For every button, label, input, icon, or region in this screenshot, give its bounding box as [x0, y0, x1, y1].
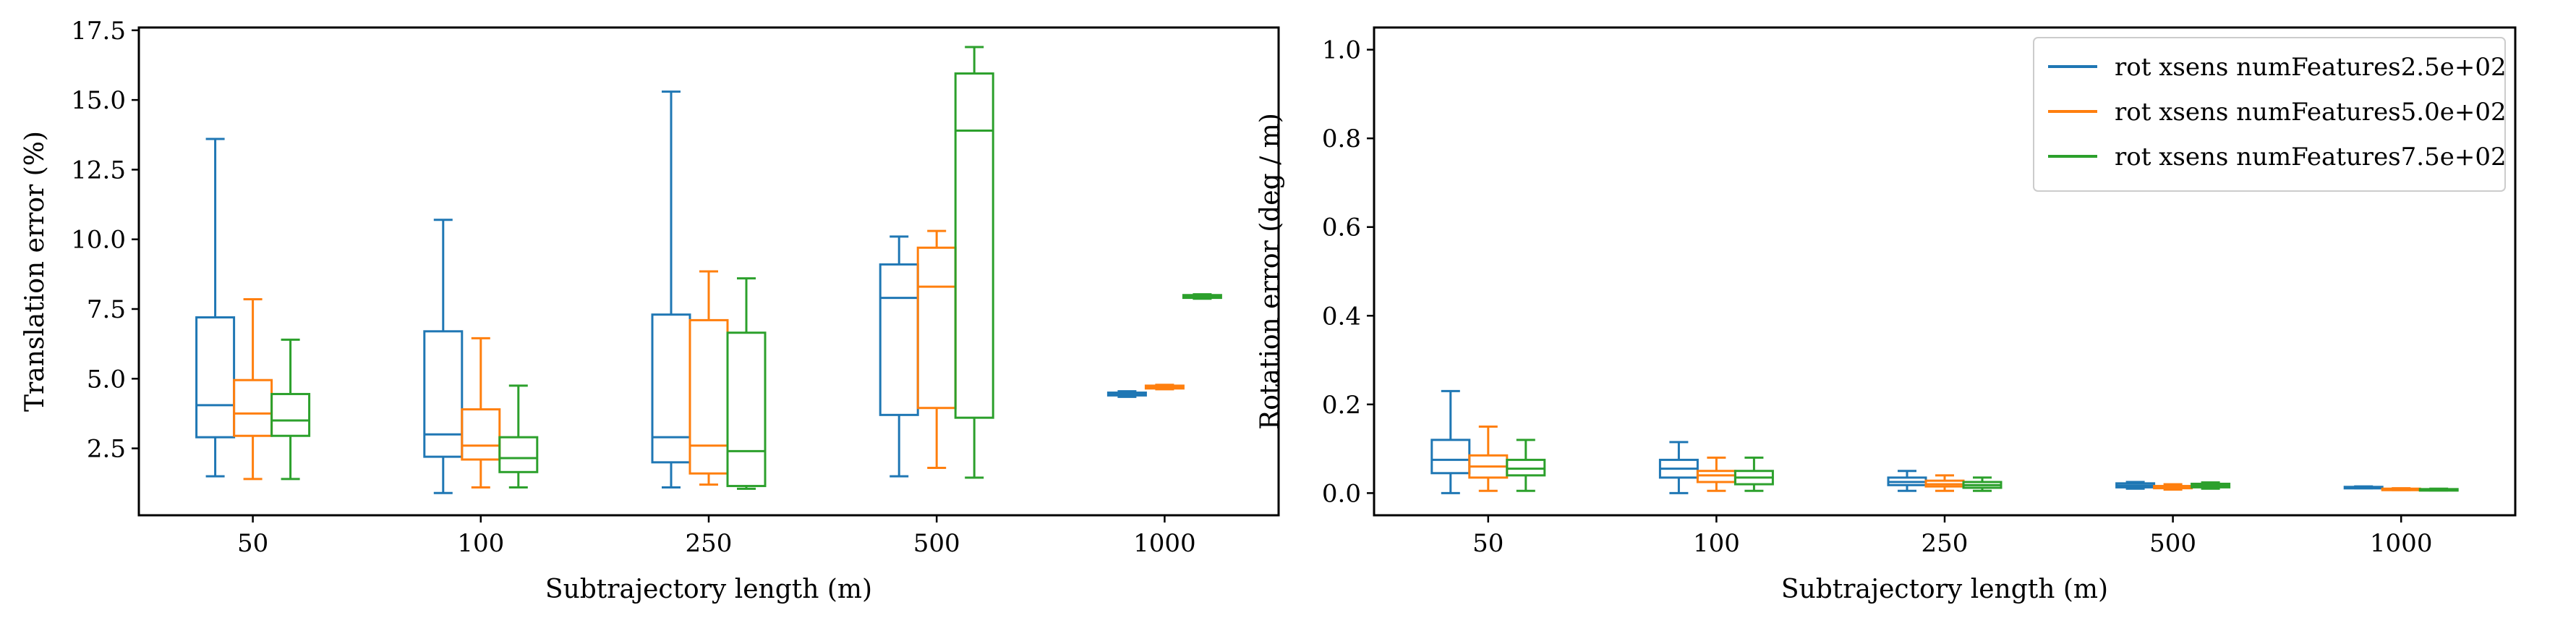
- x-tick-label: 250: [686, 529, 733, 558]
- y-tick-label: 7.5: [87, 295, 126, 324]
- y-tick-label: 0.4: [1322, 302, 1361, 331]
- y-tick-label: 0.2: [1322, 391, 1361, 420]
- y-tick-label: 2.5: [87, 435, 126, 464]
- rotation-box-marks: [1430, 389, 2459, 494]
- iqr-box: [954, 72, 994, 419]
- x-tick-label: 500: [2149, 529, 2196, 558]
- iqr-box: [1506, 458, 1546, 477]
- box-1000-series-0: [1106, 390, 1147, 398]
- legend-entry: rot xsens numFeatures2.5e+02: [2048, 53, 2507, 82]
- box-50-series-0: [1430, 389, 1471, 494]
- x-tick-label: 100: [1693, 529, 1740, 558]
- y-tick-label: 0.0: [1322, 479, 1361, 508]
- iqr-box: [461, 408, 501, 461]
- box-500-series-1: [2153, 483, 2193, 491]
- y-tick-label: 17.5: [71, 17, 126, 46]
- translation-box-marks: [195, 46, 1222, 494]
- box-250-series-2: [1962, 476, 2003, 492]
- box-50-series-2: [270, 338, 311, 481]
- legend-entry: rot xsens numFeatures7.5e+02: [2048, 143, 2507, 172]
- box-50-series-1: [1468, 425, 1509, 492]
- translation-y-ticks: 2.5 5.0 7.5 10.0 12.5 15.0 17.5: [71, 17, 139, 464]
- box-100-series-0: [423, 219, 464, 494]
- x-tick-label: 1000: [2370, 529, 2433, 558]
- legend-frame: [2033, 37, 2506, 192]
- legend-label: rot xsens numFeatures2.5e+02: [2115, 53, 2507, 82]
- legend-label: rot xsens numFeatures5.0e+02: [2115, 98, 2507, 127]
- box-100-series-2: [1733, 456, 1774, 492]
- box-100-series-1: [461, 337, 501, 488]
- x-tick-label: 100: [457, 529, 504, 558]
- iqr-box: [270, 392, 311, 437]
- iqr-box: [195, 316, 236, 439]
- y-tick-label: 0.6: [1322, 213, 1361, 242]
- rotation-y-ticks: 0.0 0.2 0.4 0.6 0.8 1.0: [1322, 36, 1374, 508]
- box-1000-series-0: [2343, 485, 2384, 490]
- legend-label: rot xsens numFeatures7.5e+02: [2115, 143, 2507, 172]
- translation-x-axis-label: Subtrajectory length (m): [545, 575, 872, 604]
- translation-error-chart: 2.5 5.0 7.5 10.0 12.5 15.0 17.5 50 100 250 500 100…: [20, 17, 1280, 604]
- y-tick-label: 12.5: [71, 156, 126, 185]
- rotation-x-axis-label: Subtrajectory length (m): [1781, 575, 2108, 604]
- rotation-x-ticks: 50 100 250 500 1000: [1472, 515, 2432, 558]
- box-500-series-2: [2191, 481, 2231, 490]
- y-tick-label: 0.8: [1322, 124, 1361, 153]
- box-1000-series-2: [2418, 487, 2459, 492]
- box-100-series-2: [498, 384, 539, 488]
- x-tick-label: 250: [1922, 529, 1969, 558]
- x-tick-label: 1000: [1133, 529, 1196, 558]
- box-500-series-0: [2115, 481, 2156, 490]
- legend: rot xsens numFeatures2.5e+02 rot xsens nu…: [2033, 37, 2507, 192]
- box-100-series-0: [1658, 441, 1699, 494]
- x-tick-label: 50: [237, 529, 268, 558]
- rotation-y-axis-label: Rotation error (deg / m): [1255, 113, 1285, 430]
- box-1000-series-1: [2381, 487, 2421, 491]
- y-tick-label: 1.0: [1322, 36, 1361, 65]
- iqr-box: [726, 331, 767, 488]
- x-tick-label: 50: [1472, 529, 1504, 558]
- x-tick-label: 500: [913, 529, 960, 558]
- box-250-series-2: [726, 277, 767, 490]
- y-tick-label: 10.0: [71, 226, 126, 255]
- y-tick-label: 15.0: [71, 86, 126, 115]
- box-50-series-0: [195, 138, 236, 478]
- translation-x-ticks: 50 100 250 500 1000: [237, 515, 1196, 558]
- box-50-series-2: [1506, 439, 1546, 492]
- box-500-series-2: [954, 46, 994, 479]
- translation-y-axis-label: Translation error (%): [20, 131, 50, 412]
- y-tick-label: 5.0: [87, 365, 126, 394]
- iqr-box: [423, 330, 464, 458]
- box-1000-series-2: [1182, 293, 1222, 300]
- rotation-error-chart: 0.0 0.2 0.4 0.6 0.8 1.0 50 100 250 500 1000 Subtr…: [1255, 26, 2517, 604]
- iqr-box: [498, 436, 539, 473]
- legend-entry: rot xsens numFeatures5.0e+02: [2048, 98, 2507, 127]
- box-1000-series-1: [1144, 384, 1185, 391]
